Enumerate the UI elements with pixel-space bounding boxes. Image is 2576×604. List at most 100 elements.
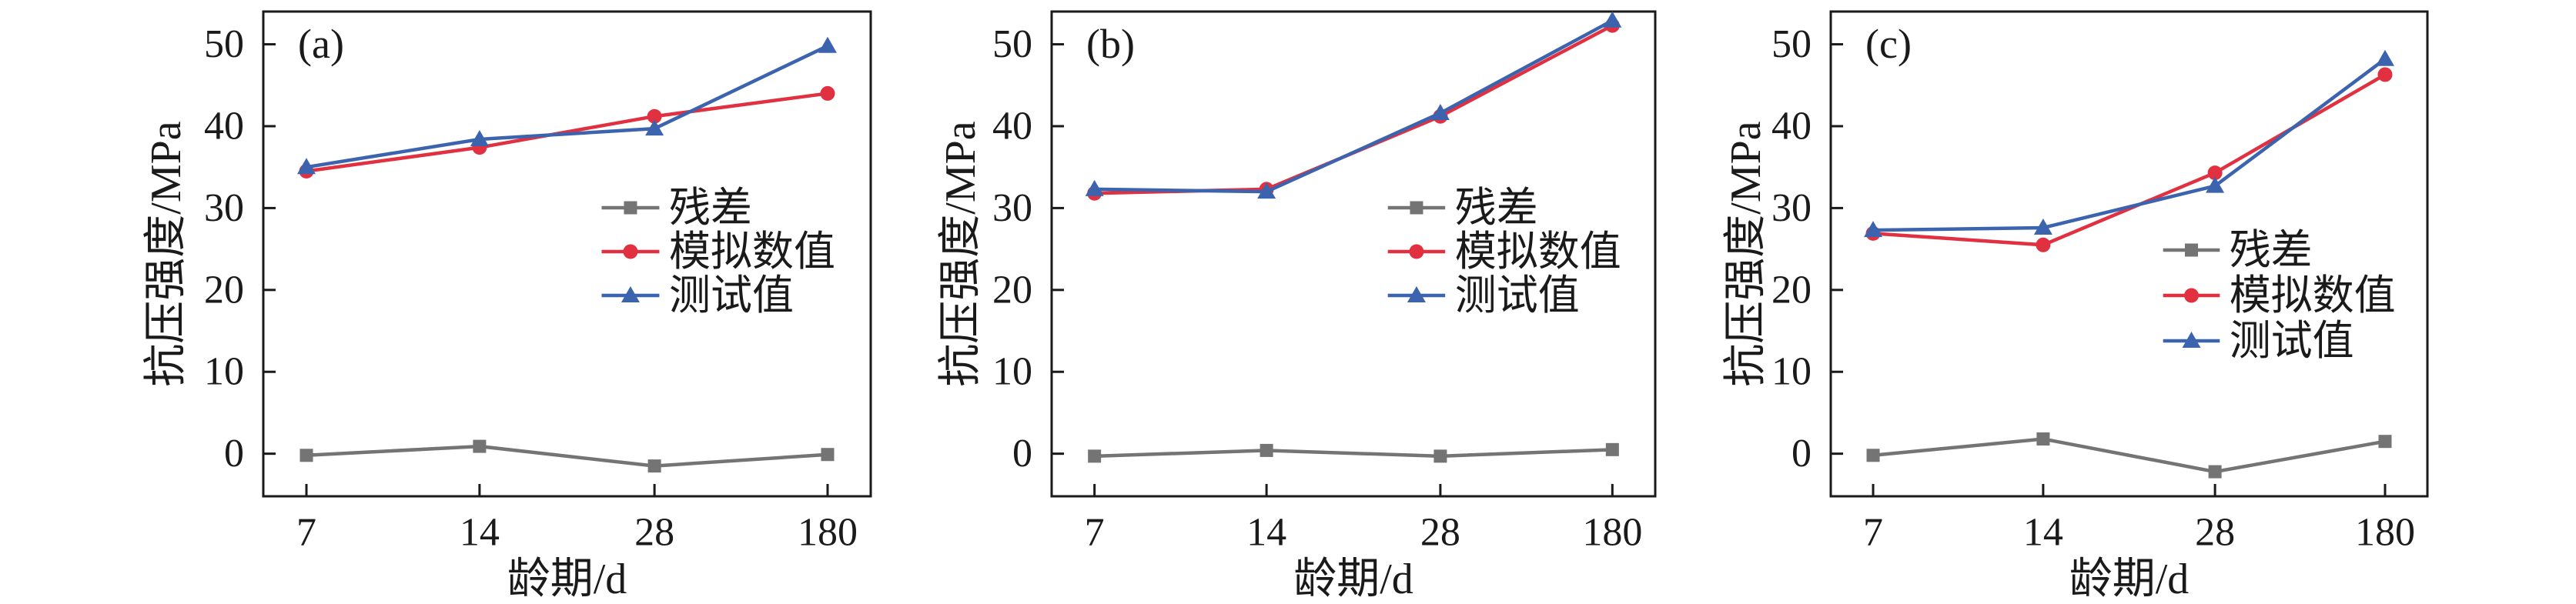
test-data-point-marker [1430, 103, 1450, 120]
legend-label: 模拟数值 [2230, 272, 2396, 319]
legend-item-residual: 残差 [2163, 227, 2313, 273]
test-series [1085, 11, 1622, 199]
x-axis-tick-label: 14 [460, 511, 500, 555]
test-data-point-marker [2375, 49, 2394, 66]
y-axis-tick-label: 20 [992, 268, 1032, 312]
test-series-line [306, 44, 828, 169]
simulated-data-point-marker [2207, 165, 2223, 181]
legend-item-test: 测试值 [2163, 318, 2354, 364]
test-data-point-marker [2033, 218, 2052, 235]
residual-series-line [1094, 448, 1613, 459]
legend-label: 测试值 [1455, 272, 1580, 319]
plot-frame [1829, 10, 2429, 498]
panel-b: 0 10 20 30 40 50 7 14 28 180 抗压强度/MPa 龄期/d (b) 残差模拟数值… [937, 10, 1657, 603]
legend-label: 残差 [669, 185, 752, 231]
test-data-point-marker [1085, 179, 1104, 196]
residual-data-point-marker [1434, 449, 1447, 463]
panel-label: (a) [298, 21, 344, 67]
legend-square-marker [624, 201, 637, 215]
y-axis-tick-label: 10 [1771, 350, 1812, 394]
simulated-data-point-marker [2377, 67, 2393, 82]
residual-data-point-marker [2208, 465, 2222, 479]
y-axis-title: 抗压强度/MPa [937, 121, 985, 386]
test-data-point-marker [2206, 176, 2225, 193]
y-axis-tick-label: 0 [224, 432, 244, 476]
simulated-series-line [1872, 72, 2387, 247]
residual-data-point-marker [1605, 442, 1619, 456]
legend-item-simulated: 模拟数值 [601, 229, 835, 275]
legend-item-test: 测试值 [601, 272, 794, 319]
residual-series-line [1872, 437, 2386, 474]
test-data-point-marker [645, 119, 664, 136]
legend-circle-marker [2183, 288, 2199, 303]
residual-data-point-marker [821, 448, 835, 462]
legend-triangle-marker [2182, 332, 2201, 348]
test-data-point-marker [297, 158, 316, 175]
x-axis-tick-label: 28 [634, 511, 674, 555]
plot-frame [262, 10, 872, 498]
x-axis-tick-label: 180 [1582, 511, 1642, 555]
test-data-point-marker [818, 36, 837, 53]
x-axis-title: 龄期/d [507, 556, 627, 603]
panel-a: 0 10 20 30 40 50 7 14 28 180 抗压强度/MPa 龄期/d (a) 残差模拟数值… [142, 10, 872, 603]
y-axis-tick-label: 30 [204, 186, 244, 230]
legend-square-marker [2184, 243, 2198, 257]
y-axis-title: 抗压强度/MPa [142, 121, 190, 386]
test-series [1864, 49, 2394, 238]
simulated-data-point-marker [647, 108, 662, 124]
legend-triangle-marker [1407, 286, 1426, 302]
residual-series [299, 439, 835, 473]
residual-data-point-marker [2378, 435, 2392, 449]
x-axis-tick-label: 7 [296, 511, 316, 555]
panel-c: 0 10 20 30 40 50 7 14 28 180 抗压强度/MPa 龄期/d (c) 残差模拟数值… [1722, 10, 2429, 603]
legend-item-simulated: 模拟数值 [1387, 229, 1621, 275]
x-axis-tick-label: 7 [1085, 511, 1105, 555]
legend-square-marker [1410, 201, 1423, 215]
legend-label: 模拟数值 [669, 229, 835, 275]
legend-label: 测试值 [2230, 318, 2354, 364]
legend-label: 残差 [1455, 185, 1538, 231]
x-axis-tick-label: 180 [2355, 511, 2415, 555]
test-series [297, 36, 837, 175]
legend-label: 残差 [2230, 227, 2313, 273]
test-data-point-marker [1257, 182, 1276, 199]
residual-series-line [306, 444, 828, 468]
test-data-point-marker [1864, 221, 1883, 238]
legend-item-test: 测试值 [1387, 272, 1580, 319]
x-axis-tick-label: 180 [798, 511, 858, 555]
x-axis-tick-label: 14 [2023, 511, 2063, 555]
y-axis-tick-label: 20 [1771, 268, 1812, 312]
residual-series [1866, 432, 2392, 479]
simulated-data-point-marker [2036, 237, 2051, 252]
residual-data-point-marker [1088, 449, 1102, 463]
simulated-series [1865, 67, 2393, 252]
legend-label: 模拟数值 [1455, 229, 1621, 275]
simulated-data-point-marker [820, 85, 835, 101]
legend-item-simulated: 模拟数值 [2163, 272, 2396, 319]
y-axis-tick-label: 0 [1791, 432, 1812, 476]
y-axis-tick-label: 20 [204, 268, 244, 312]
x-axis-tick-label: 7 [1863, 511, 1883, 555]
test-series-line [1094, 18, 1614, 194]
simulated-series-line [1094, 24, 1614, 195]
legend-circle-marker [623, 244, 638, 259]
y-axis-tick-label: 40 [1771, 104, 1812, 148]
y-axis-tick-label: 10 [204, 350, 244, 394]
residual-data-point-marker [299, 449, 313, 462]
residual-data-point-marker [473, 439, 487, 453]
y-axis-tick-label: 50 [1771, 22, 1812, 66]
y-axis-tick-label: 10 [992, 350, 1032, 394]
y-axis-tick-label: 50 [992, 22, 1032, 66]
y-axis-tick-label: 30 [992, 186, 1032, 230]
panel-label: (b) [1086, 21, 1135, 67]
plot-frame [1050, 10, 1657, 498]
y-axis-tick-label: 30 [1771, 186, 1812, 230]
x-axis-tick-label: 14 [1246, 511, 1286, 555]
y-axis-title: 抗压强度/MPa [1722, 121, 1770, 386]
residual-data-point-marker [2036, 432, 2050, 446]
y-axis-tick-label: 50 [204, 22, 244, 66]
